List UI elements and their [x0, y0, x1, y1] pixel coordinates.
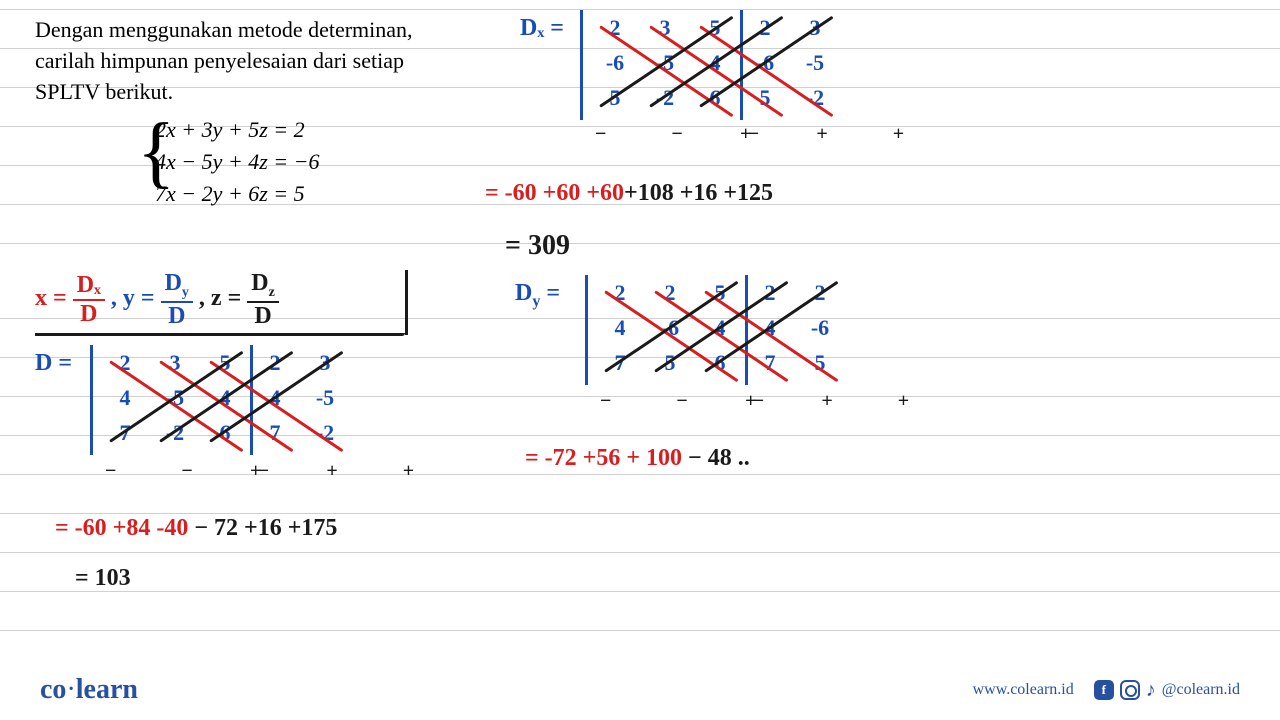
problem-statement: Dengan menggunakan metode determinan, ca… — [35, 15, 495, 107]
footer-url: www.colearn.id — [973, 681, 1074, 699]
dy-calc-black: − 48 .. — [688, 445, 750, 471]
dy-calc: = -72 +56 + 100 − 48 .. — [525, 445, 750, 472]
dx-calc-black: +108 +16 +125 — [624, 180, 773, 206]
dy-label: Dy = — [515, 280, 560, 311]
social-icons: f ♪ @colearn.id — [1094, 679, 1240, 702]
d-label: D = — [35, 350, 72, 377]
d-signs-pos: + + + — [250, 460, 444, 483]
dx-cell: -6 — [606, 50, 624, 76]
d-calc-black: − 72 +16 +175 — [194, 515, 337, 541]
formula-x: x = DₓD — [35, 285, 105, 311]
d-cell: 4 — [120, 385, 131, 411]
problem-line2: carilah himpunan penyelesaian dari setia… — [35, 46, 495, 77]
dx-signs-pos: + + + — [740, 123, 934, 146]
dy-signs-pos: + + + — [745, 390, 939, 413]
tiktok-icon: ♪ — [1146, 679, 1156, 702]
dy-cell: -6 — [811, 315, 829, 341]
footer: co·learn www.colearn.id f ♪ @colearn.id — [0, 660, 1280, 720]
d-calc: = -60 +84 -40 − 72 +16 +175 — [55, 515, 337, 542]
dx-bracket-mid — [740, 10, 743, 120]
formula-underline — [35, 333, 405, 336]
dy-cell: 4 — [615, 315, 626, 341]
dx-bracket-left — [580, 10, 583, 120]
footer-handle: @colearn.id — [1162, 681, 1240, 699]
problem-line3: SPLTV berikut. — [35, 77, 495, 108]
formula-y: , y = DyD — [111, 285, 193, 311]
dx-calc-red: = -60 +60 +60 — [485, 180, 624, 206]
logo-learn: learn — [76, 674, 138, 705]
logo: co·learn — [40, 674, 138, 706]
formula-divider — [405, 270, 408, 335]
dx-result: = 309 — [505, 230, 570, 262]
d-result: = 103 — [75, 565, 131, 592]
brace-icon: { — [137, 112, 175, 192]
d-bracket-left — [90, 345, 93, 455]
dx-calc: = -60 +60 +60+108 +16 +125 — [485, 180, 773, 207]
formula-z: , z = DzD — [199, 285, 279, 311]
instagram-icon — [1120, 680, 1140, 700]
dx-label: Dₓ = — [520, 15, 564, 42]
dx-cell: -5 — [806, 50, 824, 76]
equation-2: 4x − 5y + 4z = −6 — [155, 149, 1245, 175]
cramer-formulas: x = DₓD , y = DyD , z = DzD — [35, 270, 279, 330]
d-cell: -5 — [316, 385, 334, 411]
logo-co: co — [40, 674, 66, 705]
d-calc-red: = -60 +84 -40 — [55, 515, 188, 541]
logo-dot: · — [66, 674, 75, 705]
main-content: Dengan menggunakan metode determinan, ca… — [35, 15, 1245, 660]
d-bracket-mid — [250, 345, 253, 455]
dy-calc-red: = -72 +56 + 100 — [525, 445, 682, 471]
facebook-icon: f — [1094, 680, 1114, 700]
problem-line1: Dengan menggunakan metode determinan, — [35, 15, 495, 46]
footer-right: www.colearn.id f ♪ @colearn.id — [973, 679, 1240, 702]
dy-bracket-left — [585, 275, 588, 385]
dy-bracket-mid — [745, 275, 748, 385]
